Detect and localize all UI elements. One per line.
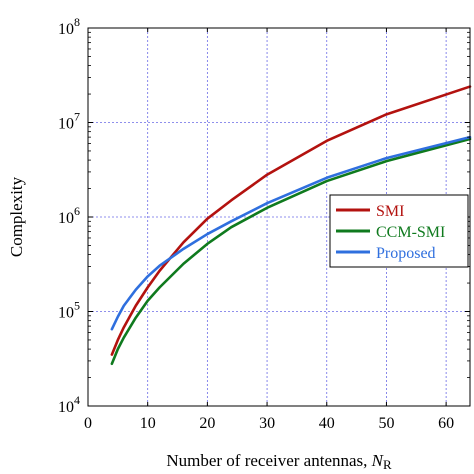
y-tick-label-base: 10 bbox=[58, 210, 74, 227]
x-tick-label: 0 bbox=[84, 415, 92, 432]
y-tick-label-exponent: 8 bbox=[74, 15, 80, 29]
series-line-smi bbox=[110, 85, 472, 356]
series-line-proposed bbox=[110, 135, 472, 331]
y-tick-label-base: 10 bbox=[58, 399, 74, 416]
y-tick-label-exponent: 5 bbox=[74, 299, 80, 313]
legend-label-smi: SMI bbox=[376, 203, 404, 220]
y-tick-label: 107 bbox=[58, 110, 80, 133]
x-axis-title-var: N bbox=[371, 451, 385, 470]
series-line-ccm-smi bbox=[110, 137, 472, 366]
legend: SMI CCM-SMI Proposed bbox=[329, 194, 469, 268]
y-tick-label-exponent: 4 bbox=[74, 393, 80, 407]
x-tick-label: 40 bbox=[319, 415, 335, 432]
y-tick-label-exponent: 6 bbox=[74, 204, 80, 218]
y-tick-label: 108 bbox=[58, 15, 80, 38]
y-axis-title: Complexity bbox=[7, 176, 26, 257]
x-tick-label: 60 bbox=[438, 415, 454, 432]
x-tick-label: 30 bbox=[259, 415, 275, 432]
x-tick-label: 10 bbox=[140, 415, 156, 432]
y-tick-label: 106 bbox=[58, 204, 80, 227]
y-tick-label-exponent: 7 bbox=[74, 110, 80, 124]
x-tick-label: 50 bbox=[378, 415, 394, 432]
y-tick-label-base: 10 bbox=[58, 116, 74, 133]
legend-label-proposed: Proposed bbox=[376, 245, 436, 262]
y-tick-label: 104 bbox=[58, 393, 80, 416]
y-tick-label-base: 10 bbox=[58, 21, 74, 38]
y-tick-label-base: 10 bbox=[58, 305, 74, 322]
legend-label-ccm-smi: CCM-SMI bbox=[376, 224, 445, 241]
x-axis-title-sub: R bbox=[383, 457, 392, 472]
x-tick-label: 20 bbox=[199, 415, 215, 432]
y-tick-label: 105 bbox=[58, 299, 80, 322]
x-axis-title: Number of receiver antennas, NR bbox=[166, 451, 392, 472]
x-axis-title-text: Number of receiver antennas, bbox=[166, 451, 371, 470]
series-lines bbox=[110, 85, 472, 366]
